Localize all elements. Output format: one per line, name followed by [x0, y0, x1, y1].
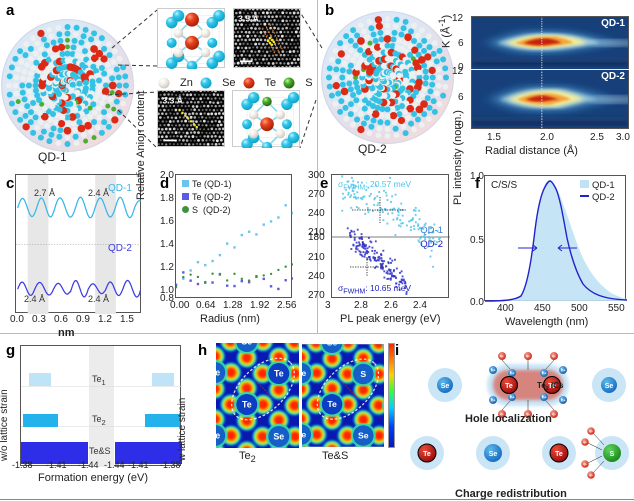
svg-text:Te: Te — [327, 399, 337, 409]
svg-text:Se: Se — [441, 383, 450, 390]
svg-text:Se: Se — [605, 383, 614, 390]
svg-text:Se: Se — [302, 368, 306, 378]
svg-text:Te: Te — [505, 383, 513, 390]
svg-text:Te: Te — [274, 368, 284, 378]
svg-text:Se: Se — [273, 431, 284, 441]
svg-text:S: S — [360, 369, 366, 379]
svg-text:Se: Se — [241, 343, 252, 346]
svg-text:3.3 Å: 3.3 Å — [163, 95, 183, 105]
svg-text:Se: Se — [327, 343, 338, 348]
svg-text:Se: Se — [216, 430, 220, 440]
svg-text:e-: e- — [583, 439, 587, 444]
svg-text:Se: Se — [489, 451, 498, 458]
svg-text:Se: Se — [358, 430, 369, 440]
svg-text:e-: e- — [583, 461, 587, 466]
svg-text:Te: Te — [242, 399, 252, 409]
svg-text:Se: Se — [302, 429, 306, 439]
svg-text:S: S — [610, 451, 615, 458]
svg-text:e-: e- — [589, 472, 593, 477]
svg-text:Te: Te — [555, 451, 563, 458]
svg-text:e-: e- — [589, 428, 593, 433]
svg-text:Se: Se — [216, 367, 220, 377]
svg-text:Te: Te — [423, 451, 431, 458]
svg-text:3.5 Å: 3.5 Å — [238, 14, 259, 24]
